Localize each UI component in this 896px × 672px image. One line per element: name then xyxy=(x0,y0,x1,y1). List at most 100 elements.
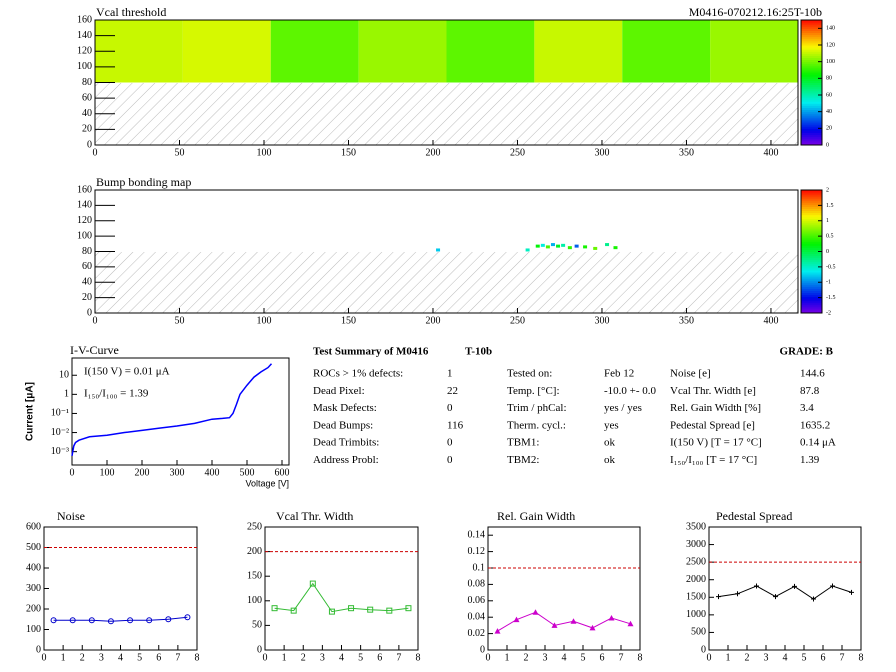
marker xyxy=(830,583,835,589)
y-tick-label: 10⁻³ xyxy=(51,446,69,457)
marker xyxy=(328,608,335,615)
colorbar-step xyxy=(801,272,822,275)
x-tick-label: 8 xyxy=(638,652,643,663)
y-tick-label: 1 xyxy=(64,389,69,400)
marker xyxy=(627,620,634,627)
marker xyxy=(165,616,172,623)
colorbar-step xyxy=(801,269,822,273)
colorbar-step xyxy=(801,32,822,36)
heat-cell xyxy=(710,20,798,83)
summary-label: Dead Trimbits: xyxy=(313,437,379,449)
colorbar-step xyxy=(801,126,822,129)
x-tick-label: 4 xyxy=(562,652,567,663)
marker xyxy=(716,594,721,600)
colorbar-step xyxy=(801,298,822,302)
summary-value: 144.6 xyxy=(800,368,825,380)
colorbar-step xyxy=(801,40,822,44)
y-tick-label: 600 xyxy=(26,521,41,532)
summary-label: I(150 V) [T = 17 °C] xyxy=(670,437,762,449)
colorbar-step xyxy=(801,255,822,259)
colorbar-step xyxy=(801,80,822,83)
summary-value: 22 xyxy=(447,385,458,397)
plot-frame xyxy=(94,189,799,314)
x-tick-label: 8 xyxy=(195,652,200,663)
colorbar-step xyxy=(801,36,822,40)
x-tick-label: 50 xyxy=(174,315,184,326)
colorbar-step xyxy=(801,117,822,121)
heat-point xyxy=(550,243,555,247)
marker xyxy=(290,607,297,614)
y-tick-label: 20 xyxy=(82,292,92,303)
x-tick-label: 2 xyxy=(745,652,750,663)
colorbar-step xyxy=(801,138,822,142)
colorbar-step xyxy=(801,259,822,263)
colorbar-step xyxy=(801,70,822,73)
x-tick-label: 3 xyxy=(764,652,769,663)
summary-value: 1.39 xyxy=(800,454,820,466)
hatched-area xyxy=(95,83,798,145)
colorbar-step xyxy=(801,65,822,69)
colorbar-step xyxy=(801,45,822,48)
colorbar-label: 140 xyxy=(826,26,835,32)
colorbar-step xyxy=(801,88,822,92)
colorbar-step xyxy=(801,261,822,265)
y-tick-label: 60 xyxy=(82,261,92,272)
colorbar-label: 0.5 xyxy=(826,234,834,240)
heat-point xyxy=(567,246,572,250)
y-tick-label: 200 xyxy=(247,546,262,557)
colorbar-step xyxy=(801,202,822,205)
colorbar-step xyxy=(801,294,822,298)
x-tick-label: 0 xyxy=(707,652,712,663)
x-tick-label: 7 xyxy=(175,652,180,663)
marker xyxy=(184,614,191,621)
colorbar-step xyxy=(801,200,822,203)
heat-point xyxy=(583,245,588,249)
marker xyxy=(551,622,558,628)
colorbar-step xyxy=(801,90,822,94)
colorbar-step xyxy=(801,239,822,242)
colorbar-step xyxy=(801,142,822,146)
series-line xyxy=(274,582,409,613)
colorbar-step xyxy=(801,57,822,61)
x-tick-label: 150 xyxy=(341,147,356,158)
marker xyxy=(69,617,76,624)
y-tick-label: 0.06 xyxy=(468,595,486,606)
colorbar-step xyxy=(801,304,822,308)
colorbar-step xyxy=(801,300,822,304)
marker xyxy=(50,617,57,624)
colorbar-step xyxy=(801,190,822,193)
marker xyxy=(513,616,520,623)
colorbar-step xyxy=(801,308,822,312)
y-tick-label: 100 xyxy=(26,624,41,635)
chart-title: Noise xyxy=(57,509,85,523)
colorbar-label: -2 xyxy=(826,310,831,316)
colorbar-step xyxy=(801,134,822,138)
marker xyxy=(735,591,740,597)
summary-label: I₁₅₀/I₁₀₀ [T = 17 °C] xyxy=(670,454,757,466)
x-tick-label: 4 xyxy=(118,652,123,663)
y-tick-label: 120 xyxy=(77,46,92,57)
x-tick-label: 4 xyxy=(339,652,344,663)
y-tick-label: 100 xyxy=(77,61,92,72)
colorbar-step xyxy=(801,274,822,277)
x-tick-label: 2 xyxy=(301,652,306,663)
heat-cell xyxy=(622,20,711,83)
x-tick-label: 300 xyxy=(594,315,609,326)
y-tick-label: 0 xyxy=(701,644,706,655)
colorbar-step xyxy=(801,231,822,234)
colorbar-step xyxy=(801,22,822,25)
y-tick-label: 40 xyxy=(82,277,92,288)
module-id: M0416-070212.16:25T-10b xyxy=(689,5,822,19)
colorbar-step xyxy=(801,55,822,58)
y-tick-label: 160 xyxy=(77,14,92,25)
colorbar-step xyxy=(801,82,822,86)
y-tick-label: 0.08 xyxy=(468,579,486,590)
x-tick-label: 0 xyxy=(42,652,47,663)
marker xyxy=(494,628,501,634)
y-tick-label: 40 xyxy=(82,108,92,119)
marker xyxy=(348,605,355,612)
y-tick-label: 400 xyxy=(26,562,41,573)
plot-frame xyxy=(264,526,419,651)
x-tick-label: 1 xyxy=(61,652,66,663)
